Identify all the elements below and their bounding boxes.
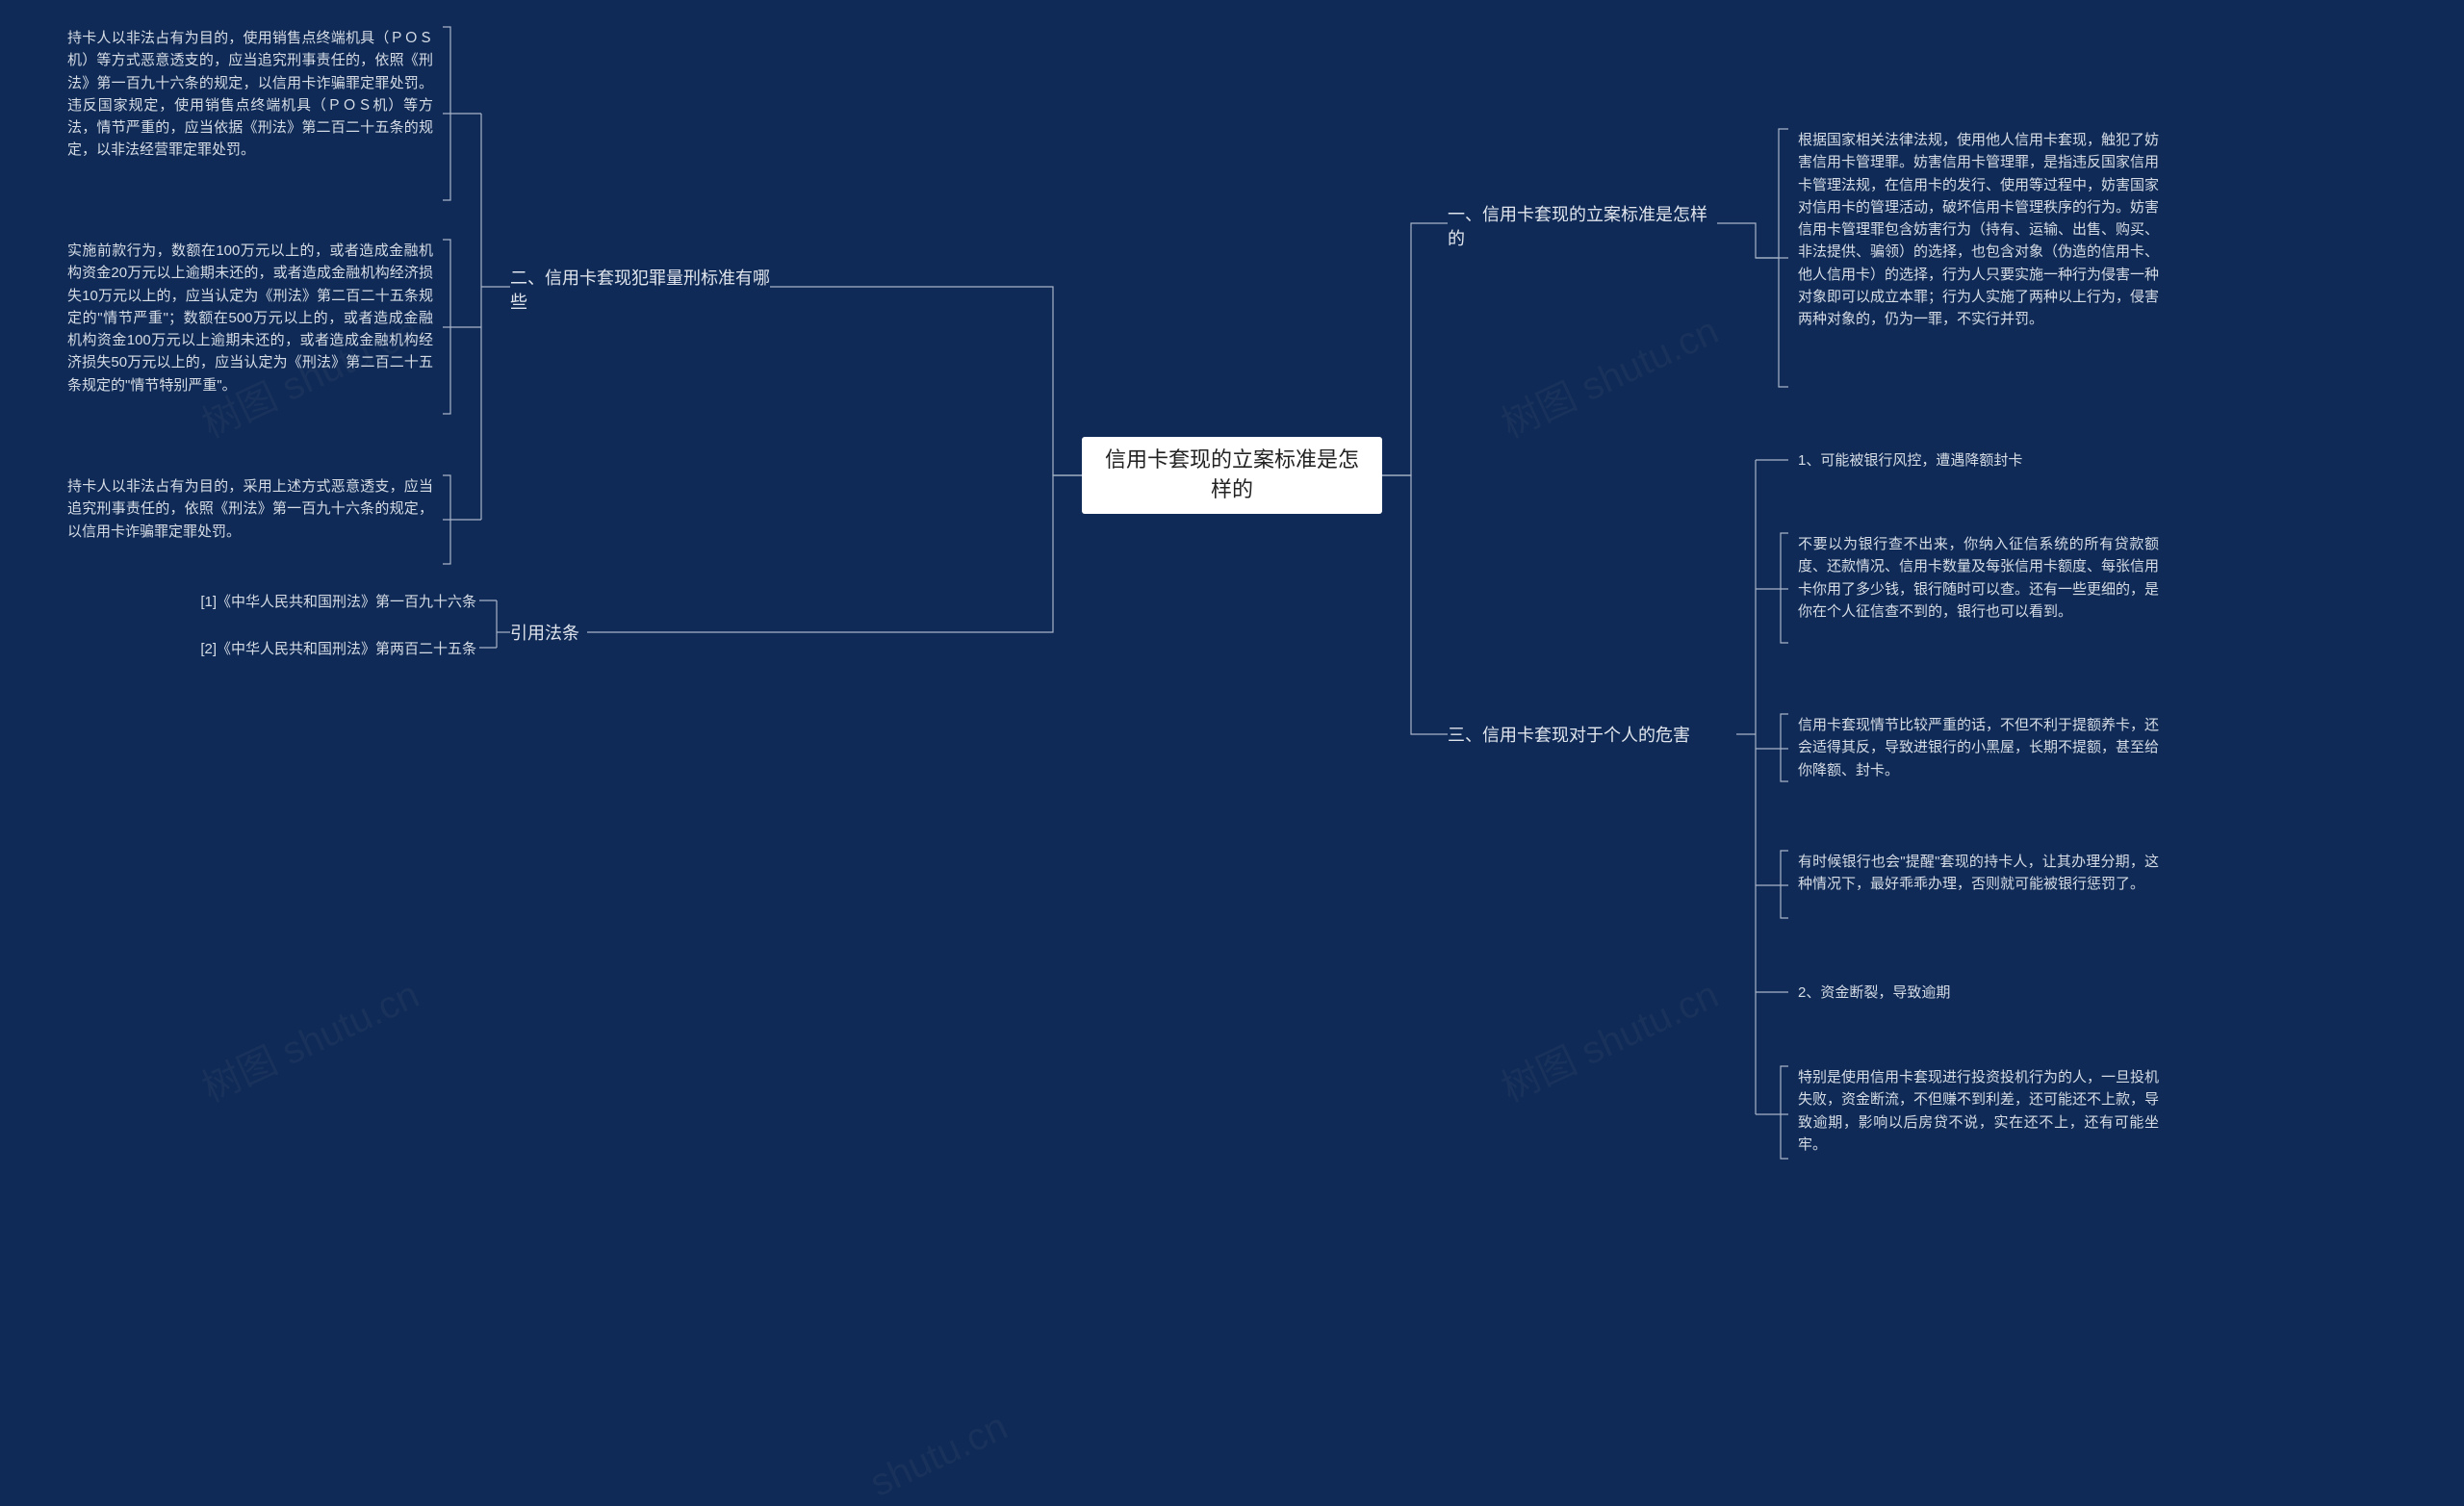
branch-section-2: 二、信用卡套现犯罪量刑标准有哪些 (510, 267, 770, 315)
leaf-3-3: 信用卡套现情节比较严重的话，不但不利于提额养卡，还会适得其反，导致进银行的小黑屋… (1798, 714, 2159, 781)
leaf-3-5: 2、资金断裂，导致逾期 (1798, 982, 2159, 1004)
watermark: 树图 shutu.cn (192, 964, 426, 1113)
mindmap-center: 信用卡套现的立案标准是怎样的 (1082, 437, 1382, 514)
watermark: 树图 shutu.cn (1491, 300, 1726, 449)
leaf-2-2: 实施前款行为，数额在100万元以上的，或者造成金融机构资金20万元以上逾期未还的… (67, 240, 433, 396)
leaf-2-3: 持卡人以非法占有为目的，采用上述方式恶意透支，应当追究刑事责任的，依照《刑法》第… (67, 475, 433, 543)
branch-references: 引用法条 (510, 622, 626, 646)
leaf-3-1: 1、可能被银行风控，遭遇降额封卡 (1798, 449, 2159, 472)
leaf-3-6: 特别是使用信用卡套现进行投资投机行为的人，一旦投机失败，资金断流，不但赚不到利差… (1798, 1066, 2159, 1156)
leaf-3-2: 不要以为银行查不出来，你纳入征信系统的所有贷款额度、还款情况、信用卡数量及每张信… (1798, 533, 2159, 623)
leaf-ref-1: [1]《中华人民共和国刑法》第一百九十六条 (149, 591, 476, 613)
leaf-3-4: 有时候银行也会"提醒"套现的持卡人，让其办理分期，这种情况下，最好乖乖办理，否则… (1798, 851, 2159, 896)
branch-section-3: 三、信用卡套现对于个人的危害 (1448, 724, 1736, 748)
branch-section-1: 一、信用卡套现的立案标准是怎样的 (1448, 203, 1717, 251)
watermark: shutu.cn (864, 1405, 1014, 1506)
leaf-2-1: 持卡人以非法占有为目的，使用销售点终端机具（ＰＯＳ机）等方式恶意透支的，应当追究… (67, 27, 433, 162)
watermark: 树图 shutu.cn (1491, 964, 1726, 1113)
leaf-ref-2: [2]《中华人民共和国刑法》第两百二十五条 (149, 638, 476, 660)
leaf-section1-text: 根据国家相关法律法规，使用他人信用卡套现，触犯了妨害信用卡管理罪。妨害信用卡管理… (1798, 129, 2159, 330)
